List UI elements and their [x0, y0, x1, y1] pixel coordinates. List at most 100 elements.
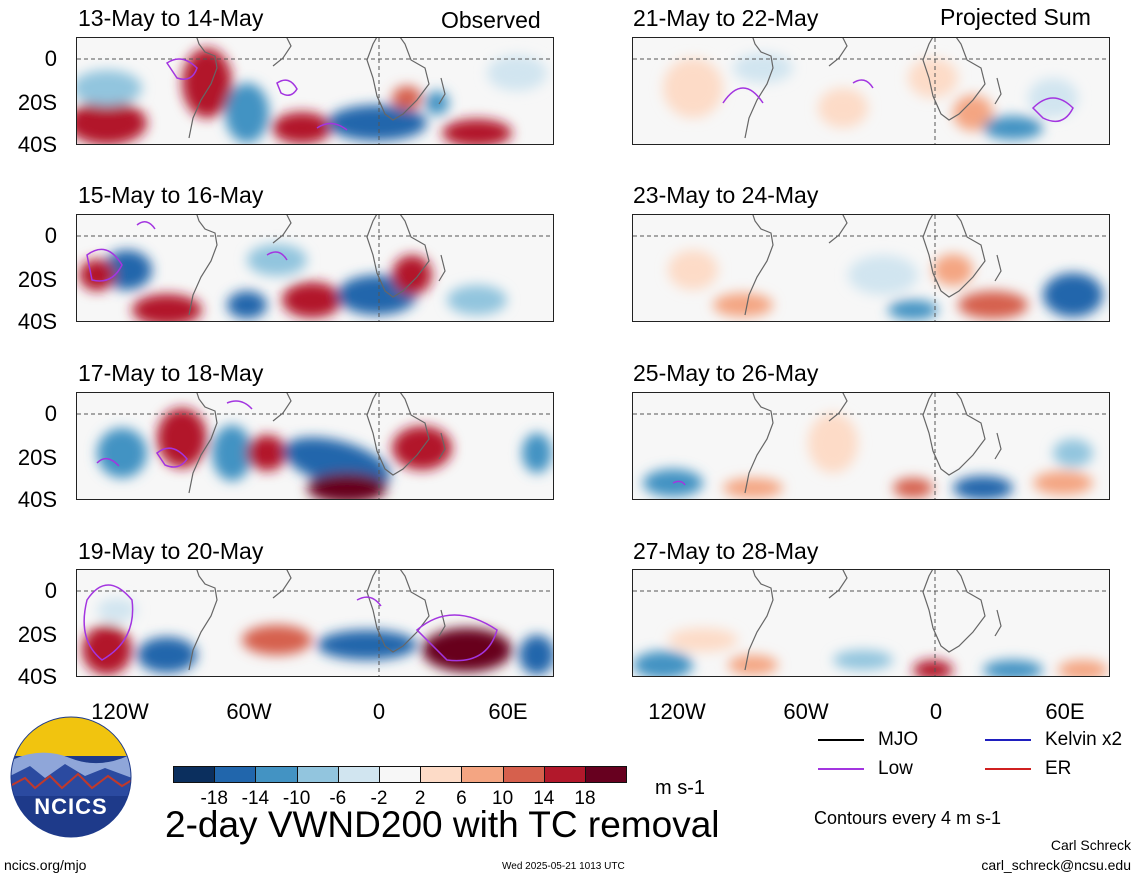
colorbar-label: -2: [370, 788, 388, 809]
lon-label: 60W: [783, 699, 829, 724]
panel-overlay: [77, 38, 553, 144]
footer-email[interactable]: carl_schreck@ncsu.edu: [981, 857, 1131, 873]
projected-header: Projected Sum: [940, 4, 1091, 30]
legend-line-mjo: [818, 739, 864, 741]
low-contour: [96, 400, 253, 468]
low-contour: [86, 221, 288, 282]
legend-label-er: ER: [1045, 758, 1072, 779]
lat-label: 20S: [17, 90, 57, 115]
coastline: [744, 38, 1002, 139]
ncics-logo: NCICS: [10, 716, 132, 838]
coastline: [188, 393, 446, 494]
logo-text: NCICS: [34, 794, 108, 819]
low-contour: [722, 79, 1074, 123]
panel-overlay: [633, 570, 1109, 676]
lat-label: 20S: [17, 445, 57, 470]
lat-label: 0: [44, 401, 57, 426]
panel-overlay: [77, 570, 553, 676]
lat-label: 20S: [17, 622, 57, 647]
colorbar-swatch: [420, 766, 463, 783]
colorbar-label: -18: [200, 788, 228, 809]
colorbar-swatch: [337, 766, 380, 783]
panel-overlay: [633, 215, 1109, 321]
lon-label: 0: [929, 699, 943, 724]
legend-label-low: Low: [878, 758, 913, 779]
panel-title: 25-May to 26-May: [633, 360, 819, 386]
panel-overlay: [633, 393, 1109, 499]
lat-label: 20S: [17, 267, 57, 292]
legend-line-kelvin: [985, 739, 1031, 741]
colorbar-units: m s-1: [655, 777, 705, 799]
low-contour: [83, 584, 498, 662]
footer-author: Carl Schreck: [1050, 837, 1131, 853]
map-plot: [632, 392, 1110, 500]
lat-label: 40S: [17, 132, 57, 157]
colorbar-label: 10: [492, 788, 514, 809]
map-plot: [632, 569, 1110, 677]
map-plot: [632, 37, 1110, 145]
lon-label: 60E: [1045, 699, 1085, 724]
lat-label: 0: [44, 46, 57, 71]
colorbar-label: 14: [533, 788, 555, 809]
low-contour: [672, 480, 686, 486]
lon-label: 60E: [488, 699, 528, 724]
legend-label-mjo: MJO: [878, 729, 919, 750]
panel-title: 13-May to 14-May: [78, 5, 264, 31]
colorbar-swatch: [214, 766, 257, 783]
map-plot: [76, 392, 554, 500]
observed-header: Observed: [441, 7, 541, 33]
panel-overlay: [77, 393, 553, 499]
colorbar-swatch: [379, 766, 422, 783]
legend-line-er: [985, 768, 1031, 770]
coastline: [188, 570, 446, 671]
panel-title: 23-May to 24-May: [633, 182, 819, 208]
footer-url[interactable]: ncics.org/mjo: [4, 857, 87, 873]
colorbar-swatch: [296, 766, 339, 783]
lon-label: 0: [372, 699, 386, 724]
colorbar-swatch: [255, 766, 298, 783]
coastline: [744, 570, 1002, 671]
colorbar-label: -6: [329, 788, 347, 809]
coastline: [744, 215, 1002, 316]
coastline: [188, 38, 446, 139]
lat-label: 40S: [17, 664, 57, 689]
colorbar-swatch: [585, 766, 628, 783]
contours-note: Contours every 4 m s-1: [814, 808, 1002, 828]
legend-label-kelvin: Kelvin x2: [1045, 729, 1123, 750]
panel-title: 19-May to 20-May: [78, 538, 264, 564]
coastline: [188, 215, 446, 316]
lat-label: 40S: [17, 487, 57, 512]
panel-overlay: [633, 38, 1109, 144]
colorbar-swatch: [543, 766, 586, 783]
lat-label: 40S: [17, 309, 57, 334]
colorbar-label: -10: [282, 788, 311, 809]
lat-label: 0: [44, 223, 57, 248]
legend-line-low: [818, 768, 864, 770]
colorbar-label: 2: [414, 788, 426, 809]
panel-title: 21-May to 22-May: [633, 5, 819, 31]
lon-label: 120W: [91, 699, 149, 724]
panel-title: 17-May to 18-May: [78, 360, 264, 386]
colorbar-swatch: [502, 766, 545, 783]
map-plot: [76, 569, 554, 677]
coastline: [744, 393, 1002, 494]
panel-title: 27-May to 28-May: [633, 538, 819, 564]
colorbar-label: 6: [456, 788, 467, 809]
low-contour: [165, 58, 348, 131]
footer-timestamp: Wed 2025-05-21 1013 UTC: [502, 861, 625, 872]
colorbar-label: -14: [241, 788, 270, 809]
lon-label: 60W: [226, 699, 272, 724]
panel-title: 15-May to 16-May: [78, 182, 264, 208]
colorbar-swatch: [173, 766, 216, 783]
colorbar-swatch: [461, 766, 504, 783]
colorbar-label: 18: [574, 788, 596, 809]
panel-overlay: [77, 215, 553, 321]
lon-label: 120W: [648, 699, 706, 724]
lat-label: 0: [44, 578, 57, 603]
map-plot: [76, 214, 554, 322]
main-title: 2-day VWND200 with TC removal: [165, 804, 720, 845]
map-plot: [76, 37, 554, 145]
wind-anomaly-field: [77, 48, 547, 144]
map-plot: [632, 214, 1110, 322]
